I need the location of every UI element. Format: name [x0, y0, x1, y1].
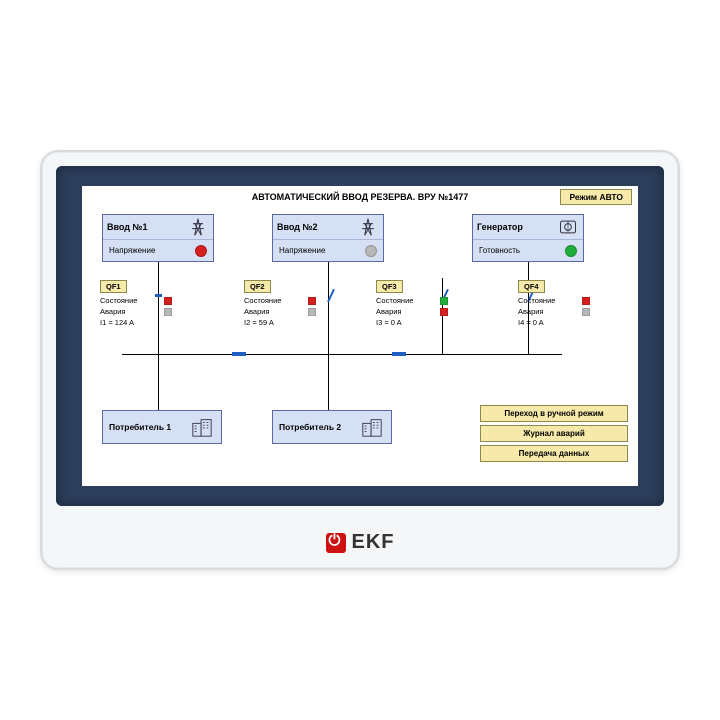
source-label: Ввод №2: [277, 222, 318, 232]
qf-alarm-indicator: [440, 308, 448, 316]
source-sub: Напряжение: [279, 246, 325, 255]
qf-alarm-label: Авария: [244, 307, 270, 316]
page-title: АВТОМАТИЧЕСКИЙ ВВОД РЕЗЕРВА. ВРУ №1477: [252, 192, 469, 202]
mimic-diagram: Ввод №1 Напряжение Ввод №2 Напряжение: [82, 208, 638, 468]
hmi-device: АВТОМАТИЧЕСКИЙ ВВОД РЕЗЕРВА. ВРУ №1477 Р…: [40, 150, 680, 570]
source-input-1[interactable]: Ввод №1 Напряжение: [102, 214, 214, 262]
action-panel: Переход в ручной режим Журнал аварий Пер…: [480, 405, 628, 462]
consumer-label: Потребитель 1: [109, 422, 171, 432]
qf-current: I3 = 0 A: [376, 318, 402, 327]
generator-icon: [557, 217, 579, 237]
qf-tag[interactable]: QF3: [376, 280, 403, 293]
qf-tag[interactable]: QF4: [518, 280, 545, 293]
qf-state-indicator: [582, 297, 590, 305]
data-transfer-button[interactable]: Передача данных: [480, 445, 628, 462]
alarm-log-button[interactable]: Журнал аварий: [480, 425, 628, 442]
qf1-panel: QF1 Состояние Авария I1 = 124 A: [100, 280, 172, 328]
tower-icon: [187, 217, 209, 237]
source-label: Ввод №1: [107, 222, 148, 232]
qf-state-label: Состояние: [518, 296, 555, 305]
mode-button[interactable]: Режим АВТО: [560, 189, 632, 205]
source-label: Генератор: [477, 222, 523, 232]
status-dot: [195, 245, 207, 257]
screen-bezel: АВТОМАТИЧЕСКИЙ ВВОД РЕЗЕРВА. ВРУ №1477 Р…: [56, 166, 664, 506]
title-bar: АВТОМАТИЧЕСКИЙ ВВОД РЕЗЕРВА. ВРУ №1477 Р…: [82, 186, 638, 208]
brand-mark-icon: [326, 533, 346, 553]
consumer-label: Потребитель 2: [279, 422, 341, 432]
brand-text: EKF: [352, 531, 395, 554]
wire: [158, 354, 159, 410]
qf2-panel: QF2 Состояние Авария I2 = 59 A: [244, 280, 316, 328]
qf-alarm-indicator: [164, 308, 172, 316]
source-input-2[interactable]: Ввод №2 Напряжение: [272, 214, 384, 262]
source-generator[interactable]: Генератор Готовность: [472, 214, 584, 262]
busbar: [122, 354, 562, 355]
wire: [328, 354, 329, 410]
qf-state-label: Состояние: [376, 296, 413, 305]
wire: [328, 262, 329, 354]
brand-logo: EKF: [42, 531, 678, 554]
bus-section: [392, 352, 406, 356]
status-dot: [365, 245, 377, 257]
qf-current: I2 = 59 A: [244, 318, 274, 327]
manual-mode-button[interactable]: Переход в ручной режим: [480, 405, 628, 422]
building-icon: [359, 416, 385, 438]
qf-state-label: Состояние: [100, 296, 137, 305]
qf3-panel: QF3 Состояние Авария I3 = 0 A: [376, 280, 448, 328]
qf-alarm-label: Авария: [376, 307, 402, 316]
qf-alarm-indicator: [308, 308, 316, 316]
qf-alarm-indicator: [582, 308, 590, 316]
consumer-1[interactable]: Потребитель 1: [102, 410, 222, 444]
status-dot: [565, 245, 577, 257]
source-sub: Готовность: [479, 246, 520, 255]
qf-state-indicator: [440, 297, 448, 305]
screen: АВТОМАТИЧЕСКИЙ ВВОД РЕЗЕРВА. ВРУ №1477 Р…: [82, 186, 638, 486]
qf4-panel: QF4 Состояние Авария I4 = 0 A: [518, 280, 590, 328]
building-icon: [189, 416, 215, 438]
qf-tag[interactable]: QF2: [244, 280, 271, 293]
tower-icon: [357, 217, 379, 237]
consumer-2[interactable]: Потребитель 2: [272, 410, 392, 444]
qf-state-indicator: [164, 297, 172, 305]
qf-state-label: Состояние: [244, 296, 281, 305]
qf-current: I4 = 0 A: [518, 318, 544, 327]
qf-alarm-label: Авария: [518, 307, 544, 316]
qf-state-indicator: [308, 297, 316, 305]
qf-tag[interactable]: QF1: [100, 280, 127, 293]
qf-current: I1 = 124 A: [100, 318, 134, 327]
qf-alarm-label: Авария: [100, 307, 126, 316]
bus-section: [232, 352, 246, 356]
source-sub: Напряжение: [109, 246, 155, 255]
